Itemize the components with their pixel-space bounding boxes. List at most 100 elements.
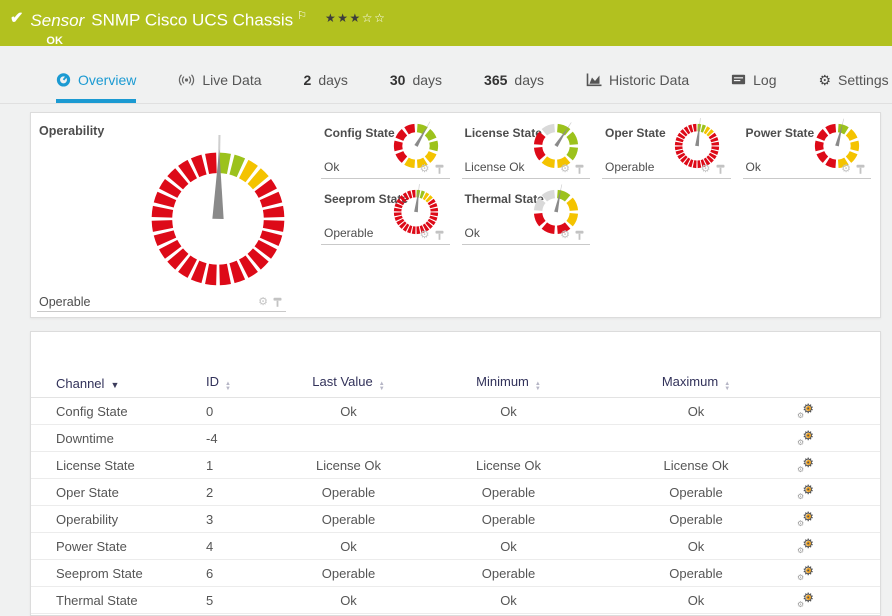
gauge-cell-actions: ⚙ (841, 164, 865, 175)
sort-icon: ▲ ▼ (534, 381, 541, 392)
cell-channel: Thermal State (56, 592, 138, 608)
star-filled-icon[interactable]: ★ (325, 10, 338, 25)
tab-label: days (318, 71, 348, 88)
cell-last: License Ok (315, 457, 382, 473)
star-empty-icon[interactable]: ☆ (374, 10, 387, 25)
sensor-kind-label: Sensor (30, 10, 85, 30)
pin-icon[interactable] (575, 230, 584, 241)
gauge-cell-actions: ⚙ (560, 230, 584, 241)
tab-30-days[interactable]: 30 days (390, 60, 442, 103)
config-state-gauge (393, 121, 438, 169)
channel-settings-icon[interactable]: ⚙ ⚙ (797, 535, 814, 555)
star-filled-icon[interactable]: ★ (337, 10, 350, 25)
pin-icon[interactable] (716, 164, 725, 175)
cell-channel: Operability (56, 511, 119, 527)
column-label: Last Value (312, 374, 373, 389)
tab-365-days[interactable]: 365 days (484, 60, 544, 103)
table-row: License State 1 License Ok License Ok Licens… (31, 452, 880, 479)
channel-settings-icon[interactable]: ⚙ ⚙ (797, 400, 814, 420)
tab-label: Historic Data (608, 71, 690, 88)
tab-number: 365 (484, 71, 508, 88)
channel-settings-icon[interactable]: ⚙ ⚙ (797, 508, 814, 528)
chart-icon (586, 73, 602, 87)
pin-icon[interactable] (575, 164, 584, 175)
column-label: Channel (56, 375, 105, 391)
gauge-settings-gear-icon[interactable]: ⚙ (419, 163, 430, 175)
cell-max: Operable (669, 484, 723, 500)
channel-settings-icon[interactable]: ⚙ ⚙ (797, 427, 814, 447)
cell-min: License Ok (475, 457, 542, 473)
sensor-status-banner: ✔ Sensor SNMP Cisco UCS Chassis ⚐ ★★★☆☆ OK (0, 0, 892, 47)
channel-settings-icon[interactable]: ⚙ ⚙ (797, 481, 814, 501)
log-icon (731, 74, 746, 85)
cell-max: Ok (687, 403, 705, 419)
gauge-value: Operable (605, 160, 655, 174)
cell-id: 5 (206, 592, 214, 608)
table-row: Seeprom State 6 Operable Operable Operable ⚙ ⚙ (31, 560, 880, 587)
tab-overview[interactable]: Overview (56, 60, 137, 103)
column-header-channel[interactable]: Channel ▼ (56, 376, 206, 391)
cell-min: Ok (500, 592, 517, 608)
gauge-label: License State (464, 126, 542, 140)
tab-settings[interactable]: ⚙ Settings (818, 60, 888, 103)
flag-icon[interactable]: ⚐ (297, 10, 307, 22)
table-row: Power State 4 Ok Ok Ok ⚙ ⚙ (31, 533, 880, 560)
cell-channel: Seeprom State (56, 565, 143, 581)
gauge-settings-gear-icon[interactable]: ⚙ (419, 229, 430, 241)
gauge-icon (56, 72, 71, 87)
tab-2-days[interactable]: 2 days (304, 60, 348, 103)
cell-channel: Config State (56, 403, 128, 419)
cell-channel: Oper State (56, 484, 119, 500)
tab-bar: Overview Live Data 2 days 30 days 365 days Histo… (0, 60, 892, 104)
cell-min: Operable (481, 565, 536, 581)
column-header-minimum[interactable]: Minimum ▲ ▼ (396, 374, 621, 392)
gauge-settings-gear-icon[interactable]: ⚙ (560, 163, 570, 175)
tab-live-data[interactable]: Live Data (178, 60, 262, 103)
gauge-label: Thermal State (464, 192, 544, 206)
gauge-value: Ok (324, 160, 340, 174)
pin-icon[interactable] (435, 164, 444, 175)
gauge-cell-actions: ⚙ (701, 164, 725, 175)
gauge-settings-gear-icon[interactable]: ⚙ (560, 229, 570, 241)
star-filled-icon[interactable]: ★ (349, 10, 362, 25)
tab-log[interactable]: Log (731, 60, 776, 103)
channel-settings-icon[interactable]: ⚙ ⚙ (797, 562, 814, 582)
pin-icon[interactable] (856, 164, 865, 175)
gauge-settings-gear-icon[interactable]: ⚙ (841, 163, 851, 175)
cell-channel: Downtime (56, 430, 114, 446)
cell-channel: License State (56, 457, 135, 473)
gauge-cell-actions: ⚙ (420, 230, 444, 241)
pin-icon[interactable] (435, 230, 444, 241)
gauge-value: Operable (39, 295, 91, 309)
gauge-label: Seeprom State (324, 192, 409, 206)
tab-historic-data[interactable]: Historic Data (586, 60, 689, 103)
cell-max: Ok (687, 592, 705, 608)
cell-min: Operable (481, 484, 536, 500)
cell-last: Operable (321, 565, 376, 581)
gauge-cell-license-state: License State License Ok ⚙ (461, 113, 591, 179)
cell-id: 3 (206, 511, 214, 527)
operability-gauge (143, 134, 293, 302)
gauge-cell-seeprom-state: Seeprom State Operable ⚙ (321, 179, 450, 245)
channel-settings-icon[interactable]: ⚙ ⚙ (797, 589, 814, 609)
gauge-settings-gear-icon[interactable]: ⚙ (700, 163, 711, 175)
gauge-label: Power State (745, 126, 815, 140)
cell-last: Ok (340, 592, 357, 608)
channels-panel: Channel ▼ ID ▲ ▼ Last Value ▲ ▼ Minimum ▲ ▼ Maximum… (30, 331, 881, 616)
tab-label: Log (753, 71, 777, 88)
channel-settings-icon[interactable]: ⚙ ⚙ (797, 454, 814, 474)
gauge-cell-oper-state: Oper State Operable ⚙ (602, 113, 731, 179)
cell-last: Ok (340, 538, 357, 554)
gauge-settings-gear-icon[interactable]: ⚙ (258, 296, 268, 308)
cell-max: License Ok (663, 457, 729, 473)
star-empty-icon[interactable]: ☆ (361, 10, 375, 25)
sort-icon: ▲ ▼ (225, 381, 231, 392)
column-header-last-value[interactable]: Last Value ▲ ▼ (301, 374, 396, 392)
pin-icon[interactable] (273, 297, 282, 308)
column-header-id[interactable]: ID ▲ ▼ (206, 374, 301, 392)
column-header-maximum[interactable]: Maximum ▲ ▼ (621, 374, 771, 392)
sort-desc-icon: ▼ (110, 379, 120, 390)
priority-stars[interactable]: ★★★☆☆ (325, 11, 386, 25)
tab-label: Settings (838, 71, 889, 88)
gauge-label: Config State (324, 126, 395, 140)
